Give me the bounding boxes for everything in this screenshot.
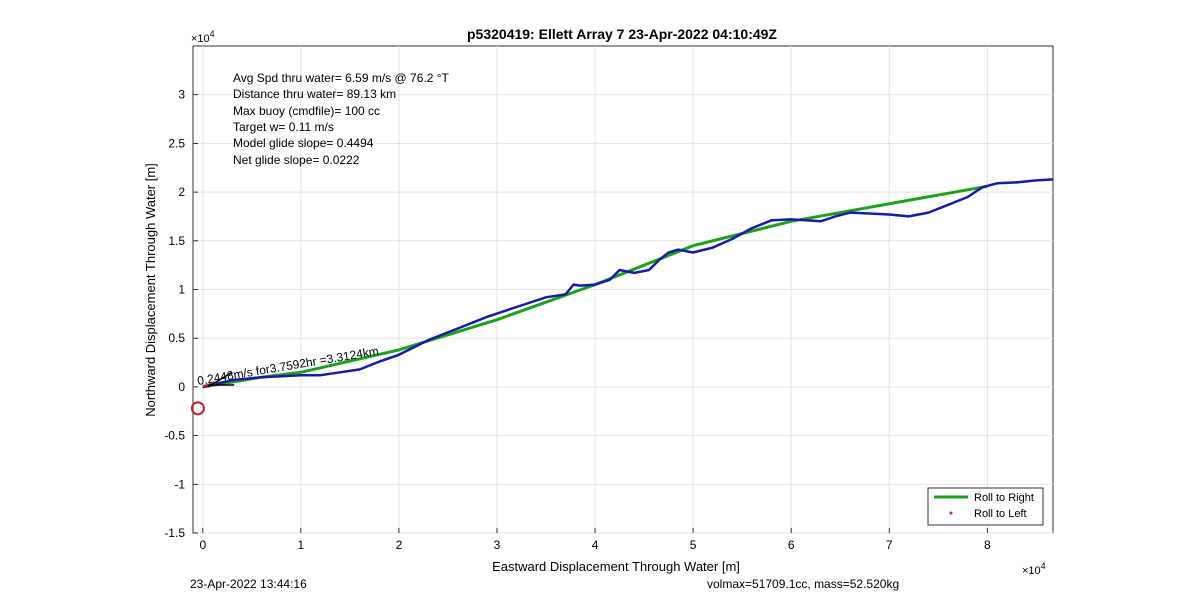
annotation-block: Avg Spd thru water= 6.59 m/s @ 76.2 °T D… bbox=[233, 71, 450, 167]
legend-roll-left-label: Roll to Left bbox=[974, 508, 1027, 520]
annotation-line: Net glide slope= 0.0222 bbox=[233, 153, 360, 167]
x-exponent: ×104 bbox=[1022, 561, 1046, 577]
x-tick-label: 4 bbox=[592, 538, 599, 552]
x-tick-label: 5 bbox=[690, 538, 697, 552]
series-line-track bbox=[202, 178, 1054, 389]
x-tick-label: 0 bbox=[199, 538, 206, 552]
chart-title: p5320419: Ellett Array 7 23-Apr-2022 04:… bbox=[467, 26, 777, 42]
y-exponent: ×104 bbox=[191, 29, 215, 45]
legend-roll-left-swatch bbox=[949, 511, 953, 515]
y-tick-label: 0.5 bbox=[168, 331, 185, 345]
y-tick-label: 1 bbox=[178, 283, 185, 297]
annotation-line: Model glide slope= 0.4494 bbox=[233, 136, 374, 150]
x-axis-label: Eastward Displacement Through Water [m] bbox=[492, 559, 740, 574]
y-tick-label: 3 bbox=[178, 88, 185, 102]
x-tick-label: 3 bbox=[494, 538, 501, 552]
annotation-line: Avg Spd thru water= 6.59 m/s @ 76.2 °T bbox=[233, 71, 450, 85]
x-tick-label: 8 bbox=[984, 538, 991, 552]
annotation-line: Distance thru water= 89.13 km bbox=[233, 87, 396, 101]
footer-mass-info: volmax=51709.1cc, mass=52.520kg bbox=[707, 577, 900, 591]
y-tick-label: -0.5 bbox=[164, 429, 185, 443]
y-tick-label: 0 bbox=[178, 380, 185, 394]
x-tick-label: 7 bbox=[886, 538, 893, 552]
annotation-line: Target w= 0.11 m/s bbox=[233, 120, 334, 134]
y-tick-label: -1 bbox=[174, 477, 185, 491]
legend: Roll to Right Roll to Left bbox=[927, 487, 1044, 526]
series-line-roll-to-right bbox=[202, 184, 988, 389]
annotation-line: Max buoy (cmdfile)= 100 cc bbox=[233, 104, 380, 118]
x-tick-label: 1 bbox=[298, 538, 305, 552]
series-layer bbox=[190, 178, 1054, 416]
footer-timestamp: 23-Apr-2022 13:44:16 bbox=[190, 577, 307, 591]
legend-roll-right-label: Roll to Right bbox=[974, 492, 1034, 504]
y-tick-label: 2.5 bbox=[168, 136, 185, 150]
grid bbox=[193, 46, 1053, 534]
legend-box bbox=[927, 487, 1044, 526]
start-marker bbox=[190, 401, 205, 416]
x-tick-label: 6 bbox=[788, 538, 795, 552]
axes: 0 1 2 3 4 5 6 7 8 -1.5 -1 -0.5 0 0.5 1 1.5 2 2.5 3 bbox=[164, 88, 991, 552]
y-tick-label: 2 bbox=[178, 185, 185, 199]
x-tick-label: 2 bbox=[396, 538, 403, 552]
series-point-roll-to-left bbox=[203, 384, 207, 388]
y-axis-label: Northward Displacement Through Water [m] bbox=[143, 163, 158, 417]
y-tick-label: 1.5 bbox=[168, 234, 185, 248]
y-tick-label: -1.5 bbox=[164, 526, 185, 540]
